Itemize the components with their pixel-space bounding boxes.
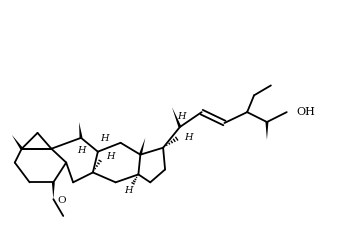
Polygon shape: [265, 122, 268, 140]
Text: H: H: [124, 186, 133, 195]
Text: H: H: [106, 152, 114, 161]
Text: H: H: [184, 133, 193, 142]
Polygon shape: [52, 182, 55, 199]
Text: H: H: [178, 112, 186, 121]
Polygon shape: [172, 107, 181, 127]
Text: H: H: [77, 146, 85, 155]
Text: OH: OH: [297, 107, 315, 117]
Polygon shape: [139, 138, 145, 155]
Text: H: H: [100, 134, 109, 143]
Polygon shape: [79, 122, 82, 138]
Polygon shape: [12, 135, 23, 150]
Text: O: O: [57, 196, 66, 205]
